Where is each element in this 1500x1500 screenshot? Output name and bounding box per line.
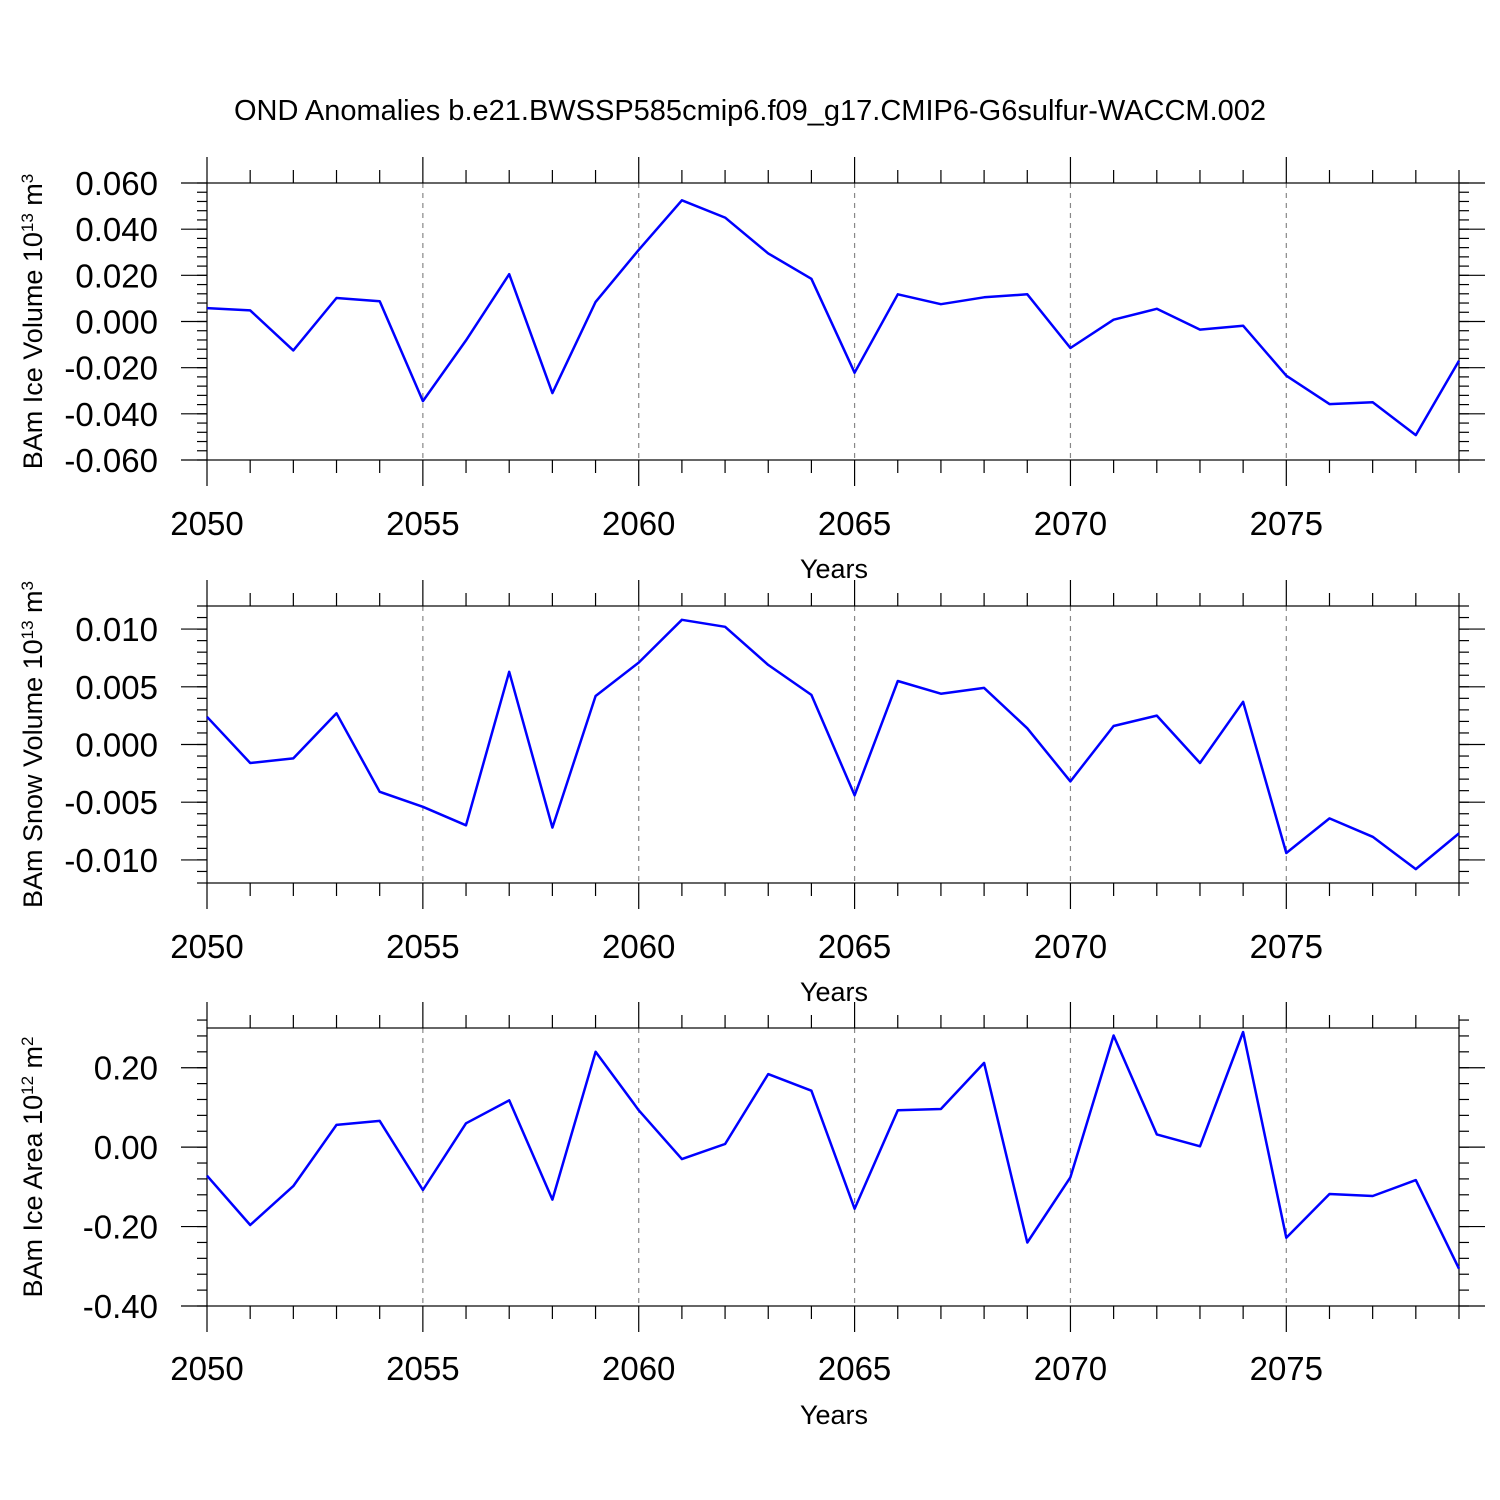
y-tick-label: 0.000	[75, 304, 158, 341]
x-tick-label: 2055	[386, 1350, 459, 1387]
x-axis-label: Years	[800, 1400, 868, 1430]
y-tick-label: -0.005	[64, 784, 158, 821]
y-tick-label: 0.005	[75, 669, 158, 706]
x-tick-label: 2060	[602, 505, 675, 542]
panel-2: -0.010 -0.005 0.000 0.005 0.010 2050 2055 2060 2…	[18, 580, 1485, 1007]
panels-container: -0.060 -0.040 -0.020 0.000 0.020 0.040 0.060 20…	[18, 157, 1485, 1430]
y-axis-label: BAm Ice Area 1012 m2	[18, 1037, 49, 1298]
plot-frame	[206, 182, 1460, 461]
x-tick-label: 2055	[386, 928, 459, 965]
series-line	[206, 1030, 1461, 1270]
y-tick-label: 0.010	[75, 611, 158, 648]
x-tick-label: 2065	[818, 505, 891, 542]
y-axis-label: BAm Snow Volume 1013 m3	[18, 581, 49, 908]
x-tick-label: 2060	[602, 928, 675, 965]
x-tick-label: 2055	[386, 505, 459, 542]
y-tick-label: 0.00	[94, 1129, 158, 1166]
y-tick-label: -0.20	[83, 1209, 158, 1246]
x-axis-label: Years	[800, 977, 868, 1007]
x-tick-label: 2065	[818, 928, 891, 965]
y-tick-label: 0.040	[75, 211, 158, 248]
panel-1: -0.060 -0.040 -0.020 0.000 0.020 0.040 0.060 20…	[18, 157, 1485, 584]
y-tick-label: -0.010	[64, 842, 158, 879]
y-tick-label: 0.000	[75, 727, 158, 764]
y-tick-label: 0.20	[94, 1050, 158, 1087]
panel-3: -0.40 -0.20 0.00 0.20 2050 2055 2060 2065 2070 20…	[18, 1002, 1485, 1430]
plot-frame	[206, 1027, 1460, 1307]
series-line	[206, 618, 1460, 871]
x-tick-label: 2075	[1250, 1350, 1323, 1387]
x-tick-label: 2065	[818, 1350, 891, 1387]
y-tick-label: 0.020	[75, 257, 158, 294]
y-tick-label: -0.40	[83, 1288, 158, 1325]
x-tick-label: 2050	[170, 928, 243, 965]
x-tick-label: 2070	[1034, 1350, 1107, 1387]
x-axis-label: Years	[800, 554, 868, 584]
x-tick-label: 2050	[170, 1350, 243, 1387]
y-axis-label: BAm Ice Volume 1013 m3	[18, 174, 49, 470]
y-tick-label: -0.040	[64, 396, 158, 433]
y-tick-label: 0.060	[75, 165, 158, 202]
x-tick-label: 2070	[1034, 928, 1107, 965]
y-tick-label: -0.020	[64, 350, 158, 387]
x-tick-label: 2075	[1250, 505, 1323, 542]
y-tick-label: -0.060	[64, 442, 158, 479]
x-tick-label: 2070	[1034, 505, 1107, 542]
x-tick-label: 2050	[170, 505, 243, 542]
series-line	[206, 199, 1461, 437]
chart-title: OND Anomalies b.e21.BWSSP585cmip6.f09_g1…	[234, 95, 1266, 127]
x-tick-label: 2060	[602, 1350, 675, 1387]
x-tick-label: 2075	[1250, 928, 1323, 965]
